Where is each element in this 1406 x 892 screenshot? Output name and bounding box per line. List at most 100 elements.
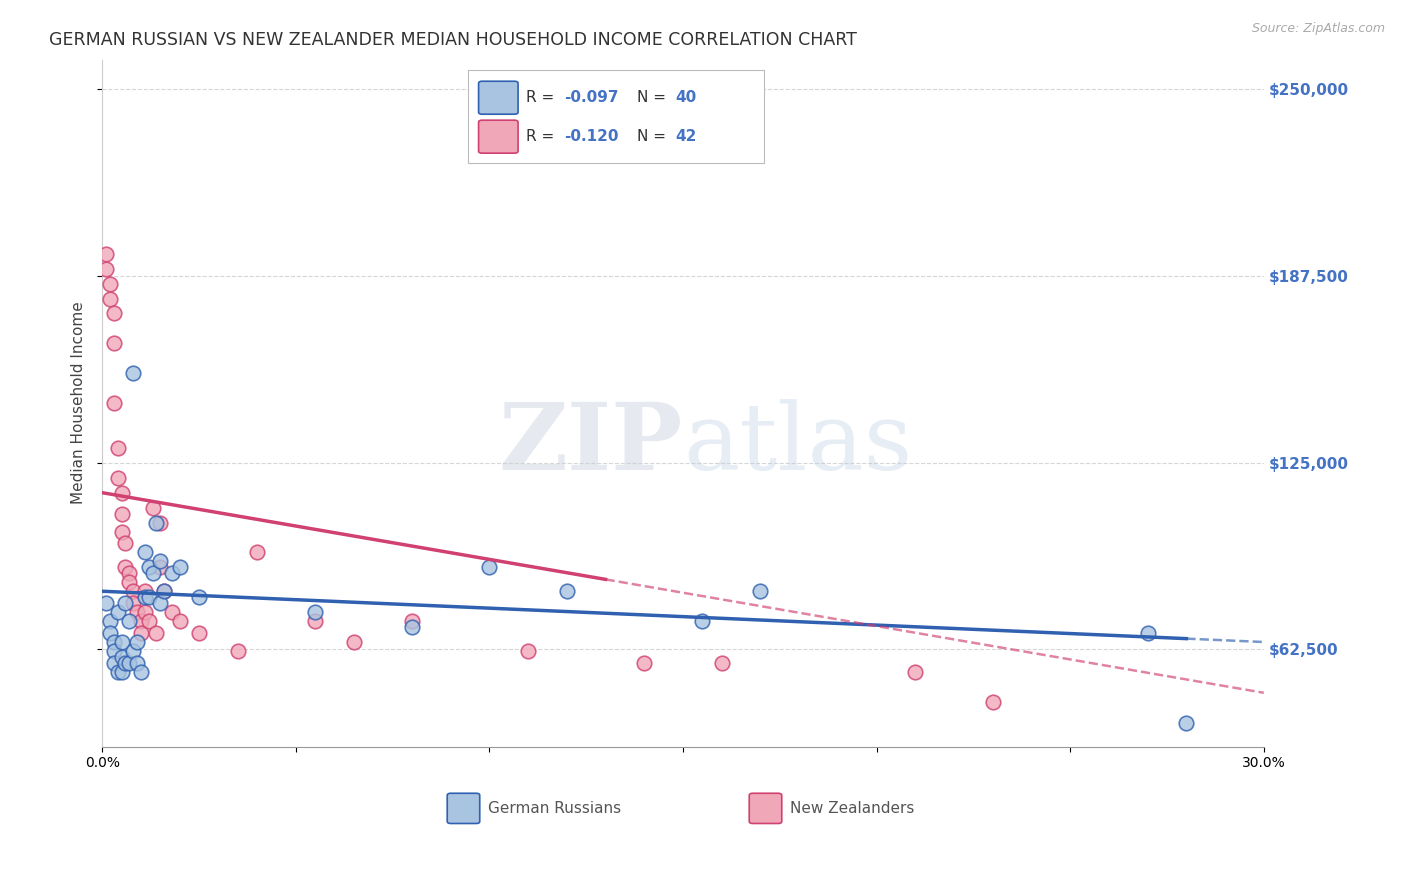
Point xyxy=(103,396,125,410)
Point xyxy=(94,596,117,610)
Point xyxy=(138,560,160,574)
Point xyxy=(149,596,172,610)
Point xyxy=(246,545,269,559)
Point xyxy=(118,566,141,581)
Point xyxy=(141,500,163,515)
Text: Source: ZipAtlas.com: Source: ZipAtlas.com xyxy=(1251,22,1385,36)
Point xyxy=(110,524,132,539)
Point xyxy=(107,441,129,455)
Point xyxy=(149,554,172,568)
Point xyxy=(401,614,423,628)
Point xyxy=(94,246,117,260)
Point xyxy=(103,656,125,670)
Point xyxy=(692,614,714,628)
Point xyxy=(138,591,160,605)
Point xyxy=(478,560,501,574)
Point xyxy=(160,605,183,619)
Text: German Russians: German Russians xyxy=(488,801,621,816)
Point xyxy=(145,516,167,530)
Point xyxy=(710,656,733,670)
Point xyxy=(304,614,326,628)
Text: New Zealanders: New Zealanders xyxy=(790,801,914,816)
Text: 40: 40 xyxy=(675,90,696,105)
Point xyxy=(107,665,129,679)
Point xyxy=(138,614,160,628)
Point xyxy=(149,560,172,574)
Point xyxy=(141,566,163,581)
Point xyxy=(555,584,578,599)
Point xyxy=(118,575,141,590)
Point xyxy=(226,644,249,658)
Text: atlas: atlas xyxy=(683,400,912,490)
Point xyxy=(114,656,136,670)
Point xyxy=(169,560,191,574)
Point xyxy=(343,635,366,649)
Point xyxy=(98,614,121,628)
Point xyxy=(134,545,156,559)
Point xyxy=(304,605,326,619)
Point xyxy=(188,591,211,605)
Point xyxy=(134,591,156,605)
Text: N =: N = xyxy=(637,129,671,145)
Point xyxy=(401,620,423,634)
Point xyxy=(129,665,152,679)
Point xyxy=(122,596,145,610)
FancyBboxPatch shape xyxy=(749,793,782,823)
Point xyxy=(103,306,125,320)
Text: ZIP: ZIP xyxy=(499,400,683,490)
Text: R =: R = xyxy=(526,90,560,105)
Y-axis label: Median Household Income: Median Household Income xyxy=(72,301,86,505)
Point xyxy=(125,605,148,619)
Point xyxy=(107,605,129,619)
FancyBboxPatch shape xyxy=(447,793,479,823)
Point xyxy=(125,656,148,670)
Point xyxy=(134,584,156,599)
Point xyxy=(107,471,129,485)
Point xyxy=(125,635,148,649)
Point xyxy=(633,656,655,670)
Point xyxy=(103,635,125,649)
Point xyxy=(94,261,117,276)
Point xyxy=(110,649,132,664)
Point xyxy=(103,336,125,351)
Point xyxy=(110,485,132,500)
Point xyxy=(122,584,145,599)
Point xyxy=(129,614,152,628)
Point xyxy=(110,635,132,649)
FancyBboxPatch shape xyxy=(478,81,517,114)
Point xyxy=(98,277,121,291)
Point xyxy=(118,656,141,670)
Point xyxy=(160,566,183,581)
Point xyxy=(110,507,132,521)
Point xyxy=(114,536,136,550)
Point xyxy=(169,614,191,628)
Point xyxy=(114,560,136,574)
Text: N =: N = xyxy=(637,90,671,105)
Point xyxy=(98,626,121,640)
Point xyxy=(103,644,125,658)
Point xyxy=(981,695,1004,709)
Point xyxy=(149,516,172,530)
Point xyxy=(904,665,927,679)
Point xyxy=(134,605,156,619)
Point xyxy=(114,596,136,610)
Text: R =: R = xyxy=(526,129,560,145)
FancyBboxPatch shape xyxy=(478,120,517,153)
Text: -0.120: -0.120 xyxy=(565,129,619,145)
Point xyxy=(110,665,132,679)
Point xyxy=(98,292,121,306)
Point xyxy=(1175,715,1198,730)
Point xyxy=(188,626,211,640)
Point xyxy=(129,626,152,640)
Point xyxy=(517,644,540,658)
Point xyxy=(118,614,141,628)
Text: 42: 42 xyxy=(675,129,696,145)
Text: GERMAN RUSSIAN VS NEW ZEALANDER MEDIAN HOUSEHOLD INCOME CORRELATION CHART: GERMAN RUSSIAN VS NEW ZEALANDER MEDIAN H… xyxy=(49,31,858,49)
Point xyxy=(153,584,176,599)
Point xyxy=(153,584,176,599)
Point xyxy=(122,366,145,380)
Point xyxy=(145,626,167,640)
Point xyxy=(122,644,145,658)
Point xyxy=(1136,626,1159,640)
Text: -0.097: -0.097 xyxy=(565,90,619,105)
